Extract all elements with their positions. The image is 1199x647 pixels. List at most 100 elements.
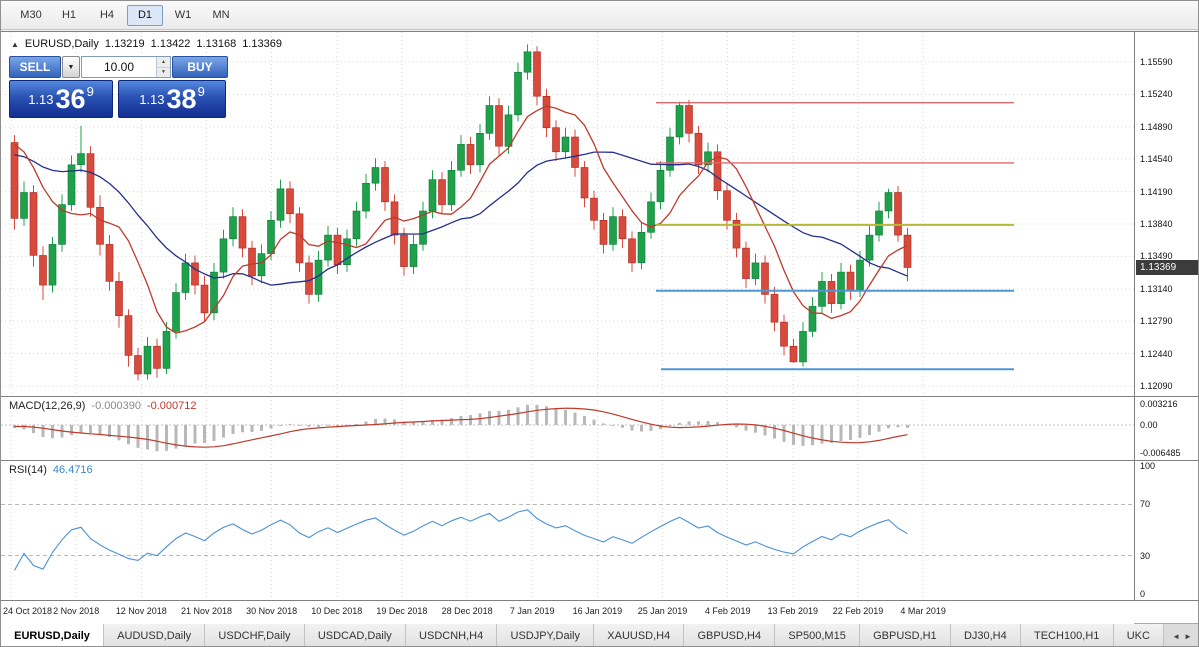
chart-panes	[1, 32, 1134, 624]
ohlc-close: 1.13369	[242, 38, 282, 50]
current-price-tag: 1.13369	[1136, 260, 1198, 276]
ohlc-low: 1.13168	[196, 38, 237, 50]
timeframe-button-mn[interactable]: MN	[212, 9, 230, 21]
macd-indicator-pane[interactable]	[1, 396, 1134, 460]
date-label: 13 Feb 2019	[767, 606, 819, 616]
chart-symbol-label: EURUSD,Daily	[24, 38, 99, 50]
time-axis-separator	[1, 600, 1198, 601]
macd-scale-label: 0.00	[1140, 419, 1158, 430]
macd-scale-label: 0.003216	[1140, 399, 1178, 409]
date-label: 2 Nov 2018	[53, 606, 100, 616]
date-label: 16 Jan 2019	[572, 606, 623, 616]
chart-tab-xauusd-h4[interactable]: XAUUSD,H4	[594, 624, 685, 646]
date-label: 28 Dec 2018	[441, 606, 493, 616]
caret-down-icon: ▼	[67, 63, 75, 71]
date-label: 4 Feb 2019	[704, 606, 751, 616]
time-scale[interactable]: 24 Oct 2018 2 Nov 2018 12 Nov 2018 21 Nov 2…	[1, 600, 1134, 624]
price-tick-label: 1.14190	[1140, 186, 1173, 197]
tab-scroll-right-button[interactable]: ►	[1184, 631, 1192, 641]
date-label: 7 Jan 2019	[509, 606, 555, 616]
chart-tabs: EURUSD,Daily AUDUSD,Daily USDCHF,Daily USDC…	[1, 624, 1164, 646]
price-tick-label: 1.13490	[1140, 251, 1173, 262]
timeframe-toolbar: M30 H1 H4 D1 W1 MN	[1, 1, 1198, 30]
price-tick-label: 1.12790	[1140, 316, 1173, 327]
volume-spinner: ▲ ▼	[156, 57, 170, 77]
spinner-down-icon[interactable]: ▼	[157, 66, 170, 77]
date-label: 10 Dec 2018	[311, 606, 363, 616]
chart-tab-usdcad-daily[interactable]: USDCAD,Daily	[304, 624, 406, 646]
chart-tab-bar: EURUSD,Daily AUDUSD,Daily USDCHF,Daily USDC…	[1, 623, 1198, 646]
rsi-scale-label: 0	[1140, 589, 1146, 599]
rsi-pane-separator[interactable]	[1, 460, 1198, 461]
main-price-pane[interactable]	[1, 32, 1134, 396]
ohlc-high: 1.13422	[150, 38, 191, 50]
date-label: 22 Feb 2019	[832, 606, 884, 616]
ohlc-open: 1.13219	[104, 38, 145, 50]
chart-ohlc-header: ▲ EURUSD,Daily 1.13219 1.13422 1.13168 1…	[11, 38, 282, 50]
bid-price-major: 1.13	[28, 91, 54, 107]
date-label: 30 Nov 2018	[246, 606, 298, 616]
price-tick-label: 1.13840	[1140, 219, 1173, 229]
rsi-indicator-pane[interactable]	[1, 460, 1134, 600]
buy-button[interactable]: BUY	[172, 56, 228, 78]
rsi-scale-label: 30	[1140, 550, 1151, 561]
chart-tab-sp500-m15[interactable]: SP500,M15	[775, 624, 860, 646]
macd-scale-label: -0.006485	[1140, 448, 1181, 458]
macd-main-value: -0.000390	[91, 400, 141, 412]
timeframe-button-m30[interactable]: M30	[20, 9, 42, 21]
volume-input[interactable]: 10.00 ▲ ▼	[81, 56, 171, 78]
price-tick-label: 1.12440	[1140, 348, 1173, 359]
price-tick-label: 1.14890	[1140, 121, 1173, 132]
price-tick-label: 1.15240	[1140, 89, 1173, 100]
chart-tab-usdcnh-h4[interactable]: USDCNH,H4	[405, 624, 498, 646]
price-tick-label: 1.13140	[1140, 283, 1173, 294]
chart-tab-ukc[interactable]: UKC	[1113, 624, 1164, 646]
chart-tab-gbpusd-h4[interactable]: GBPUSD,H4	[684, 624, 776, 646]
volume-value: 10.00	[103, 60, 135, 74]
ask-price-point: 9	[197, 83, 205, 99]
rsi-value: 46.4716	[52, 464, 93, 476]
bid-price-display[interactable]: 1.13 36 9	[9, 80, 113, 118]
macd-pane-separator[interactable]	[1, 396, 1198, 397]
chart-tab-eurusd-daily[interactable]: EURUSD,Daily	[1, 624, 105, 646]
ask-price-display[interactable]: 1.13 38 9	[118, 80, 226, 118]
sell-button[interactable]: SELL	[9, 56, 61, 78]
tab-scroll-arrows: ◄ ►	[1164, 624, 1198, 646]
rsi-label: RSI(14) 46.4716	[9, 464, 93, 476]
date-label: 24 Oct 2018	[3, 606, 53, 616]
chart-tab-usdjpy-daily[interactable]: USDJPY,Daily	[497, 624, 595, 646]
timeframe-button-h1[interactable]: H1	[61, 9, 77, 21]
bid-price-pips: 36	[55, 83, 86, 114]
collapse-triangle-icon[interactable]: ▲	[11, 39, 19, 49]
volume-dropdown-button[interactable]: ▼	[62, 56, 80, 78]
ask-price-major: 1.13	[139, 91, 165, 107]
chart-tab-gbpusd-h1[interactable]: GBPUSD,H1	[859, 624, 951, 646]
spinner-up-icon[interactable]: ▲	[157, 57, 170, 67]
tab-scroll-left-button[interactable]: ◄	[1172, 631, 1180, 641]
rsi-scale-label: 100	[1140, 461, 1156, 471]
chart-tab-audusd-daily[interactable]: AUDUSD,Daily	[104, 624, 206, 646]
trade-controls-row: SELL ▼ 10.00 ▲ ▼ BUY	[9, 56, 228, 78]
chart-tab-usdchf-daily[interactable]: USDCHF,Daily	[205, 624, 305, 646]
one-click-trading-panel: SELL ▼ 10.00 ▲ ▼ BUY 1.13 36 9 1.13 38 9	[9, 56, 228, 118]
trade-prices-row: 1.13 36 9 1.13 38 9	[9, 80, 228, 118]
chart-tab-dj30-h4[interactable]: DJ30,H4	[950, 624, 1021, 646]
price-tick-label: 1.14540	[1140, 154, 1173, 165]
macd-title: MACD(12,26,9)	[9, 400, 86, 412]
ask-price-pips: 38	[166, 83, 197, 114]
date-label: 25 Jan 2019	[637, 606, 688, 616]
chart-tab-tech100-h1[interactable]: TECH100,H1	[1020, 624, 1114, 646]
price-tick-label: 1.12090	[1140, 381, 1173, 391]
date-label: 4 Mar 2019	[900, 606, 946, 616]
chart-window: ▲ EURUSD,Daily 1.13219 1.13422 1.13168 1…	[1, 31, 1198, 624]
macd-label: MACD(12,26,9) -0.000390 -0.000712	[9, 400, 197, 412]
rsi-scale-label: 70	[1140, 499, 1151, 510]
date-label: 21 Nov 2018	[180, 606, 233, 616]
price-tick-label: 1.15590	[1140, 57, 1173, 67]
bid-price-point: 9	[86, 83, 94, 99]
timeframe-button-w1[interactable]: W1	[174, 9, 192, 21]
price-scale[interactable]: 1.15590 1.15240 1.14890 1.14540 1.14190 1.138…	[1134, 32, 1198, 600]
timeframe-button-d1[interactable]: D1	[127, 4, 163, 26]
timeframe-button-h4[interactable]: H4	[99, 9, 115, 21]
